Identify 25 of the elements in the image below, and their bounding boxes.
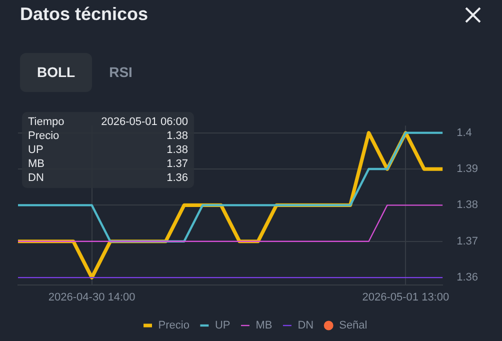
annotation: 2026-05-01 06:00 — [101, 115, 188, 129]
annotation: 1.37 — [166, 157, 188, 171]
chart-title: Datos técnicos — [20, 4, 148, 25]
annotation: Tiempo — [28, 115, 64, 129]
text: RSI — [108, 63, 134, 82]
text: BOLL — [20, 53, 92, 92]
annotation: 1.38 — [166, 129, 188, 143]
y-tick-label: 1.4 — [456, 126, 472, 139]
legend-label: Señal — [339, 320, 368, 332]
y-tick-label: 1.36 — [456, 272, 478, 284]
x-tick-label: 2026-04-30 14:00 — [48, 291, 136, 304]
annotation: UP — [28, 143, 44, 157]
legend-label: Precio — [158, 320, 190, 332]
y-tick-label: 1.39 — [456, 163, 478, 176]
annotation: 1.36 — [166, 171, 188, 185]
legend-label: UP — [214, 320, 230, 332]
annotation: Precio — [28, 129, 60, 143]
annotation: 1.38 — [166, 143, 188, 157]
y-tick-label: 1.38 — [456, 199, 478, 212]
legend-label: MB — [256, 320, 272, 332]
x-tick-label: 2026-05-01 13:00 — [362, 291, 450, 304]
legend-label: DN — [298, 320, 314, 332]
y-tick-label: 1.37 — [456, 235, 478, 248]
annotation: DN — [28, 171, 44, 185]
annotation: MB — [28, 157, 44, 171]
